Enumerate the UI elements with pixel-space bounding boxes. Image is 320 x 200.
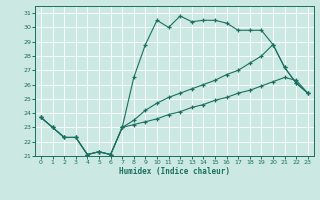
X-axis label: Humidex (Indice chaleur): Humidex (Indice chaleur) <box>119 167 230 176</box>
